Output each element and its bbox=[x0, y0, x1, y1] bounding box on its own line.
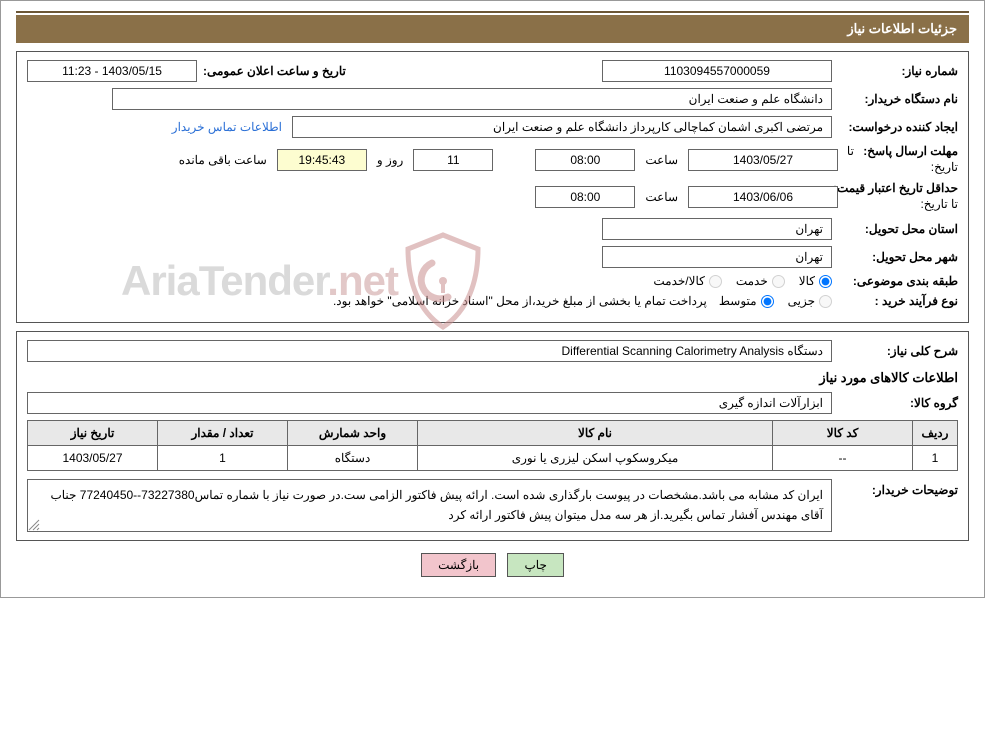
radio-kala-khedmat[interactable]: کالا/خدمت bbox=[653, 274, 721, 288]
province-field: تهران bbox=[602, 218, 832, 240]
need-number-field: 1103094557000059 bbox=[602, 60, 832, 82]
days-field: 11 bbox=[413, 149, 493, 171]
min-valid-date-field: 1403/06/06 bbox=[688, 186, 838, 208]
time-label-1: ساعت bbox=[645, 153, 678, 167]
radio-medium-label: متوسط bbox=[719, 294, 757, 308]
to-date-label-2: تا تاریخ: bbox=[920, 197, 958, 211]
min-valid-time-field: 08:00 bbox=[535, 186, 635, 208]
deadline-time-field: 08:00 bbox=[535, 149, 635, 171]
radio-kala-label: کالا bbox=[799, 274, 815, 288]
items-table: ردیف کد کالا نام کالا واحد شمارش تعداد /… bbox=[27, 420, 958, 471]
time-label-2: ساعت bbox=[645, 190, 678, 204]
radio-kala-input[interactable] bbox=[819, 275, 832, 288]
group-label: گروه کالا: bbox=[838, 396, 958, 410]
requester-label: ایجاد کننده درخواست: bbox=[838, 120, 958, 134]
deadline-date-field: 1403/05/27 bbox=[688, 149, 838, 171]
col-name: نام کالا bbox=[418, 421, 773, 446]
radio-kala-khedmat-input[interactable] bbox=[709, 275, 722, 288]
table-header-row: ردیف کد کالا نام کالا واحد شمارش تعداد /… bbox=[28, 421, 958, 446]
header-title: جزئیات اطلاعات نیاز bbox=[847, 21, 957, 36]
radio-partial[interactable]: جزیی bbox=[788, 294, 832, 308]
group-field: ابزارآلات اندازه گیری bbox=[27, 392, 832, 414]
days-label: روز و bbox=[377, 153, 404, 167]
header-top-line bbox=[16, 11, 969, 13]
button-row: چاپ بازگشت bbox=[16, 553, 969, 577]
buyer-desc-label: توضیحات خریدار: bbox=[838, 479, 958, 497]
radio-medium-input[interactable] bbox=[761, 295, 774, 308]
process-label: نوع فرآیند خرید : bbox=[838, 294, 958, 308]
announce-label: تاریخ و ساعت اعلان عمومی: bbox=[203, 64, 346, 78]
radio-khedmat-label: خدمت bbox=[736, 274, 768, 288]
category-label: طبقه بندی موضوعی: bbox=[838, 274, 958, 288]
city-label: شهر محل تحویل: bbox=[838, 250, 958, 264]
process-note: پرداخت تمام یا بخشی از مبلغ خرید،از محل … bbox=[333, 294, 707, 308]
header-bar: جزئیات اطلاعات نیاز bbox=[16, 15, 969, 43]
items-section: شرح کلی نیاز: دستگاه Differential Scanni… bbox=[16, 331, 969, 540]
table-row: 1 -- میکروسکوپ اسکن لیزری یا نوری دستگاه… bbox=[28, 446, 958, 471]
col-code: کد کالا bbox=[773, 421, 913, 446]
cell-date: 1403/05/27 bbox=[28, 446, 158, 471]
radio-kala[interactable]: کالا bbox=[799, 274, 832, 288]
print-button[interactable]: چاپ bbox=[507, 553, 563, 577]
min-valid-label: حداقل تاریخ اعتبار قیمت: bbox=[833, 181, 958, 195]
col-row: ردیف bbox=[913, 421, 958, 446]
resize-handle-icon[interactable] bbox=[28, 519, 40, 531]
cell-code: -- bbox=[773, 446, 913, 471]
requester-field: مرتضی اکبری اشمان کماچالی کارپرداز دانشگ… bbox=[292, 116, 832, 138]
items-header: اطلاعات کالاهای مورد نیاز bbox=[27, 370, 958, 386]
summary-title-field: دستگاه Differential Scanning Calorimetry… bbox=[27, 340, 832, 362]
back-button[interactable]: بازگشت bbox=[421, 553, 496, 577]
remaining-label: ساعت باقی مانده bbox=[179, 153, 267, 167]
buyer-org-label: نام دستگاه خریدار: bbox=[838, 92, 958, 106]
radio-medium[interactable]: متوسط bbox=[719, 294, 774, 308]
col-date: تاریخ نیاز bbox=[28, 421, 158, 446]
summary-title-label: شرح کلی نیاز: bbox=[838, 344, 958, 358]
radio-khedmat-input[interactable] bbox=[772, 275, 785, 288]
cell-idx: 1 bbox=[913, 446, 958, 471]
cell-name: میکروسکوپ اسکن لیزری یا نوری bbox=[418, 446, 773, 471]
city-field: تهران bbox=[602, 246, 832, 268]
province-label: استان محل تحویل: bbox=[838, 222, 958, 236]
buyer-desc-text: ایران کد مشابه می باشد.مشخصات در پیوست ب… bbox=[50, 488, 823, 521]
buyer-org-field: دانشگاه علم و صنعت ایران bbox=[112, 88, 832, 110]
col-unit: واحد شمارش bbox=[288, 421, 418, 446]
buyer-desc-box[interactable]: ایران کد مشابه می باشد.مشخصات در پیوست ب… bbox=[27, 479, 832, 531]
details-section: شماره نیاز: 1103094557000059 تاریخ و ساع… bbox=[16, 51, 969, 323]
need-number-label: شماره نیاز: bbox=[838, 64, 958, 78]
announce-field: 1403/05/15 - 11:23 bbox=[27, 60, 197, 82]
radio-khedmat[interactable]: خدمت bbox=[736, 274, 785, 288]
cell-qty: 1 bbox=[158, 446, 288, 471]
contact-link[interactable]: اطلاعات تماس خریدار bbox=[172, 120, 282, 134]
page-container: AriaTender.net جزئیات اطلاعات نیاز شماره… bbox=[0, 0, 985, 598]
radio-partial-input[interactable] bbox=[819, 295, 832, 308]
radio-kala-khedmat-label: کالا/خدمت bbox=[653, 274, 704, 288]
col-qty: تعداد / مقدار bbox=[158, 421, 288, 446]
deadline-label: مهلت ارسال پاسخ: bbox=[863, 144, 958, 158]
cell-unit: دستگاه bbox=[288, 446, 418, 471]
countdown-field: 19:45:43 bbox=[277, 149, 367, 171]
radio-partial-label: جزیی bbox=[788, 294, 815, 308]
